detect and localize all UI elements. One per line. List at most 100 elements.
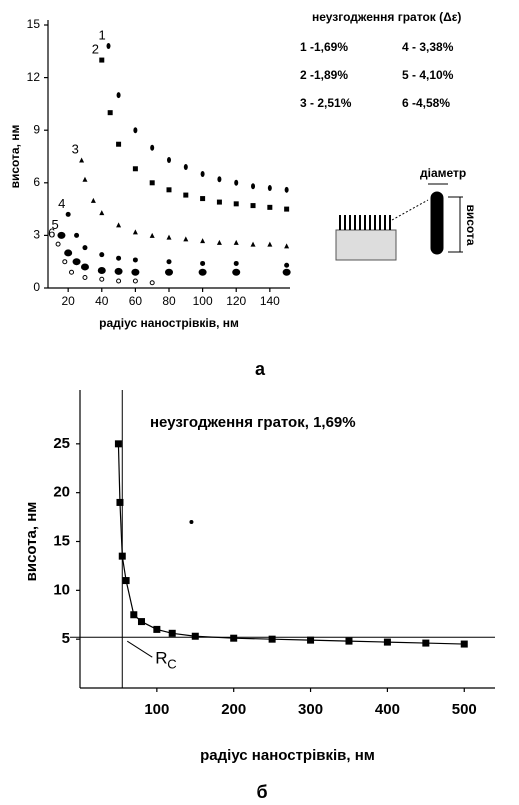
data-point [150,180,155,185]
data-point [115,440,122,447]
x-axis-label: радіус нанострівків, нм [200,747,375,764]
data-point [57,232,65,239]
data-point [64,249,72,256]
data-point [82,177,87,182]
data-point [217,240,222,245]
data-point [117,279,121,283]
x-tick-label: 80 [162,294,176,308]
data-point [267,205,272,210]
data-point [63,260,67,264]
data-point [83,275,87,279]
data-point [107,43,111,49]
data-point [150,281,154,285]
data-point [183,236,188,241]
data-point [232,269,240,276]
data-point [150,145,154,151]
data-point [66,212,71,217]
data-point [461,641,468,648]
data-point [70,270,74,274]
curve-label: 6 [48,226,55,241]
data-point [116,222,121,227]
data-point [269,636,276,643]
curve-label: 4 [58,196,65,211]
data-point [284,243,289,248]
data-point [284,263,289,268]
fit-line [118,444,464,644]
legend-entry: 3 - 2,51% [300,96,352,110]
data-point [98,267,106,274]
data-point [184,164,188,170]
x-tick-label: 140 [260,294,280,308]
data-point [116,499,123,506]
y-tick-label: 0 [33,280,40,294]
data-point [234,180,238,186]
inset-diagram [336,184,463,260]
data-point [56,242,60,246]
data-point [133,166,138,171]
data-point [153,626,160,633]
data-point [200,196,205,201]
data-point [133,257,138,262]
y-tick-label: 12 [27,70,41,84]
data-point [138,618,145,625]
data-point [81,263,89,270]
data-point [200,261,205,266]
data-point [201,171,205,177]
legend-entry: 1 -1,69% [300,40,348,54]
rc-pointer [127,641,152,657]
y-tick-label: 6 [33,175,40,189]
data-point [133,229,138,234]
y-tick-label: 9 [33,122,40,136]
data-point [283,269,291,276]
x-tick-label: 400 [375,701,400,718]
annotation: неузгодження граток, 1,69% [150,414,356,431]
data-point [345,638,352,645]
y-tick-label: 20 [53,484,70,501]
data-point [131,269,139,276]
data-point [234,240,239,245]
x-tick-label: 20 [61,294,75,308]
y-tick-label: 10 [53,581,70,598]
x-tick-label: 500 [452,701,477,718]
data-point [267,242,272,247]
rc-label: R [155,649,167,668]
legend-entry: 4 - 3,38% [402,40,454,54]
data-point [165,269,173,276]
data-point [234,201,239,206]
data-point [251,242,256,247]
data-point [130,611,137,618]
data-point [167,157,171,163]
y-axis-label: висота, нм [8,124,22,188]
legend-entry: 6 -4,58% [402,96,450,110]
y-tick-label: 15 [27,17,41,31]
data-point [74,233,79,238]
data-point [167,235,172,240]
data-point [119,553,126,560]
data-point [123,577,130,584]
y-axis-label: висота, нм [23,502,40,582]
data-point [167,187,172,192]
data-point [268,185,272,191]
data-point [169,630,176,637]
data-point [82,245,87,250]
legend-entry: 5 - 4,10% [402,68,454,82]
data-point [79,158,84,163]
curve-label: 2 [92,42,99,57]
data-point [251,183,255,189]
outlier-point [189,520,193,524]
data-point [150,233,155,238]
data-point [284,207,289,212]
y-tick-label: 15 [53,532,70,549]
data-point [99,252,104,257]
data-point [285,187,289,193]
data-point [200,238,205,243]
figure: діаметр висота 2040608010012014003691215… [0,0,519,805]
data-point [115,268,123,275]
data-point [116,256,121,261]
data-point [307,637,314,644]
data-point [99,58,104,63]
data-point [91,198,96,203]
x-axis-label: радіус нанострівків, нм [99,316,239,330]
inset-label: висота [464,204,478,245]
x-tick-label: 40 [95,294,109,308]
